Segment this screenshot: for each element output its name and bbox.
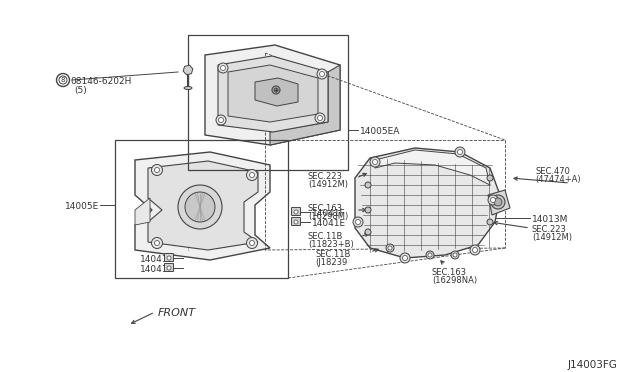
Circle shape — [221, 65, 225, 71]
Text: SEC.223: SEC.223 — [532, 225, 567, 234]
Circle shape — [218, 63, 228, 73]
Circle shape — [491, 195, 505, 209]
FancyBboxPatch shape — [291, 208, 301, 215]
Circle shape — [353, 217, 363, 227]
Circle shape — [370, 157, 380, 167]
Text: 14005EA: 14005EA — [360, 127, 401, 136]
Circle shape — [365, 229, 371, 235]
Bar — [115, 140, 288, 278]
Circle shape — [470, 245, 480, 255]
Polygon shape — [488, 190, 510, 215]
Text: 14005E: 14005E — [65, 202, 99, 211]
Circle shape — [319, 71, 324, 77]
FancyBboxPatch shape — [164, 253, 173, 262]
Circle shape — [386, 244, 394, 252]
Circle shape — [152, 164, 163, 176]
Circle shape — [178, 185, 222, 229]
Circle shape — [494, 198, 502, 206]
Text: (14912M): (14912M) — [532, 233, 572, 242]
Circle shape — [185, 192, 215, 222]
Circle shape — [365, 207, 371, 213]
Circle shape — [167, 266, 171, 270]
Circle shape — [488, 195, 498, 205]
Circle shape — [365, 182, 371, 188]
Circle shape — [246, 170, 257, 180]
Text: SEC.11B: SEC.11B — [315, 250, 350, 259]
Circle shape — [428, 253, 432, 257]
Polygon shape — [135, 152, 270, 260]
Text: (16298M): (16298M) — [308, 212, 348, 221]
Circle shape — [426, 251, 434, 259]
Polygon shape — [218, 56, 328, 132]
Circle shape — [154, 241, 159, 246]
Circle shape — [152, 237, 163, 248]
Text: 14041F: 14041F — [312, 209, 346, 218]
Circle shape — [294, 210, 298, 214]
Circle shape — [272, 86, 280, 94]
Circle shape — [355, 219, 360, 224]
Polygon shape — [228, 65, 318, 122]
Polygon shape — [135, 198, 150, 225]
Text: SEC.163: SEC.163 — [432, 268, 467, 277]
Circle shape — [490, 198, 495, 202]
Text: (J18239: (J18239 — [315, 258, 348, 267]
Polygon shape — [148, 161, 258, 250]
Circle shape — [388, 246, 392, 250]
Text: (11823+B): (11823+B) — [308, 240, 354, 249]
Circle shape — [218, 118, 223, 122]
Circle shape — [246, 237, 257, 248]
Text: SEC.470: SEC.470 — [535, 167, 570, 176]
Polygon shape — [355, 148, 500, 258]
Circle shape — [458, 150, 463, 154]
Circle shape — [274, 88, 278, 92]
Text: (14912M): (14912M) — [308, 180, 348, 189]
Circle shape — [487, 175, 493, 181]
Polygon shape — [375, 150, 490, 185]
Circle shape — [154, 167, 159, 173]
Circle shape — [317, 69, 327, 79]
Circle shape — [472, 247, 477, 253]
Circle shape — [294, 220, 298, 224]
Text: SEC.223: SEC.223 — [308, 172, 343, 181]
Circle shape — [453, 253, 457, 257]
Circle shape — [372, 160, 378, 164]
FancyBboxPatch shape — [164, 263, 173, 272]
FancyBboxPatch shape — [291, 218, 301, 225]
Text: SEC.163: SEC.163 — [308, 204, 343, 213]
Text: 08146-6202H: 08146-6202H — [70, 77, 131, 86]
Text: 14041F: 14041F — [140, 255, 173, 264]
Circle shape — [250, 241, 255, 246]
Text: SEC.11B: SEC.11B — [308, 232, 344, 241]
Circle shape — [403, 256, 408, 260]
Circle shape — [167, 256, 171, 260]
Bar — [188, 35, 348, 170]
Circle shape — [451, 251, 459, 259]
Circle shape — [59, 76, 67, 84]
Polygon shape — [255, 78, 298, 106]
Circle shape — [487, 219, 493, 225]
Text: 8: 8 — [61, 77, 65, 83]
Text: 14041E: 14041E — [140, 265, 174, 274]
Circle shape — [216, 115, 226, 125]
Polygon shape — [270, 65, 340, 145]
Text: (16298NA): (16298NA) — [432, 276, 477, 285]
Circle shape — [315, 113, 325, 123]
Text: (5): (5) — [74, 86, 87, 95]
Polygon shape — [205, 45, 340, 145]
Ellipse shape — [184, 87, 192, 90]
Text: (47474+A): (47474+A) — [535, 175, 580, 184]
Text: 14013M: 14013M — [532, 215, 568, 224]
Text: 14041E: 14041E — [312, 219, 346, 228]
Text: FRONT: FRONT — [158, 308, 196, 318]
Circle shape — [400, 253, 410, 263]
Circle shape — [317, 115, 323, 121]
Circle shape — [250, 173, 255, 177]
Circle shape — [56, 74, 70, 87]
Text: J14003FG: J14003FG — [568, 360, 618, 370]
Circle shape — [455, 147, 465, 157]
